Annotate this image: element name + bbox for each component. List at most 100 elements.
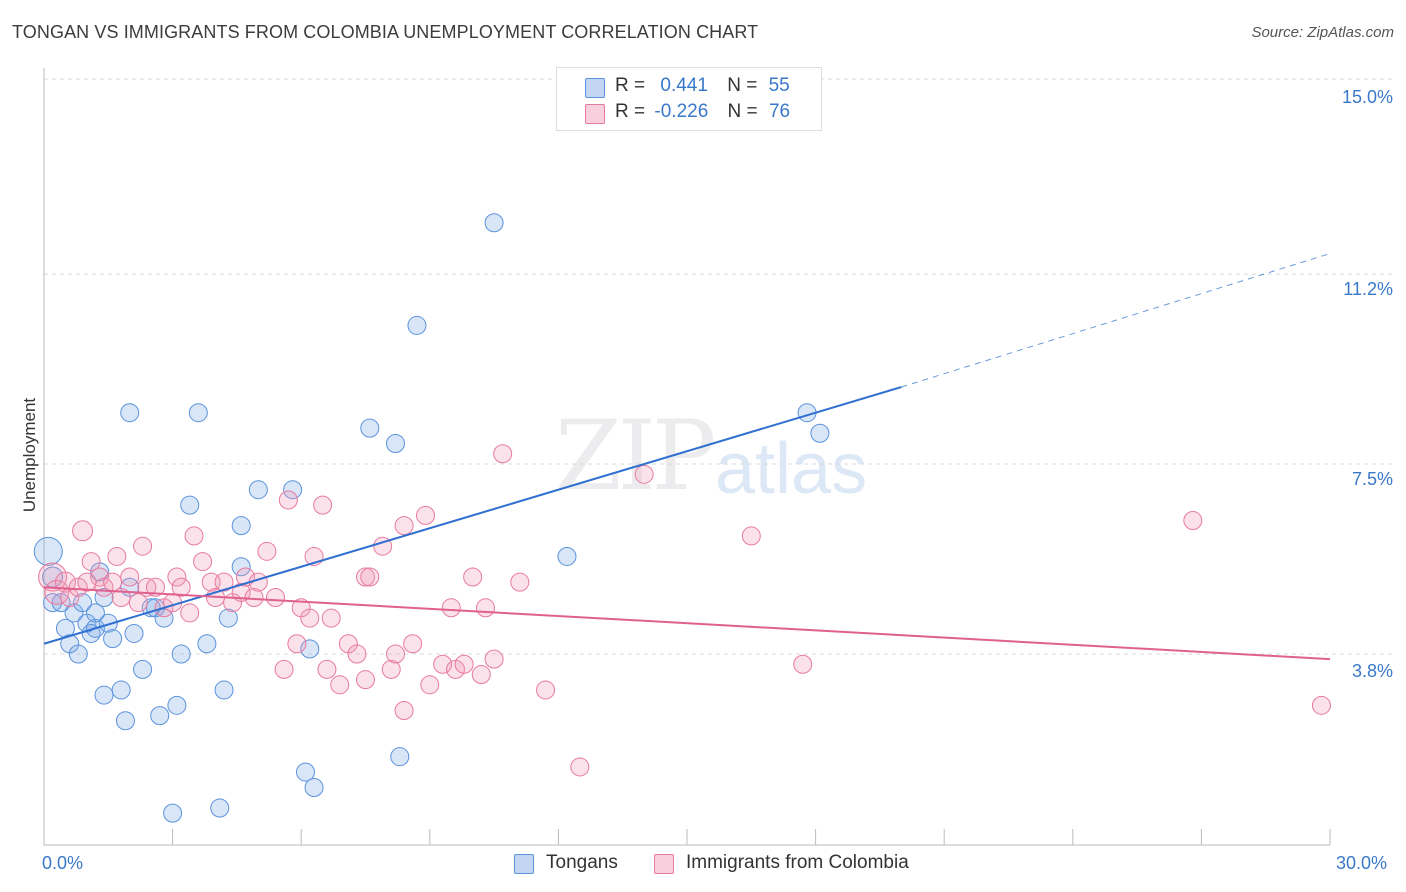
r-value: -0.226: [654, 101, 709, 122]
colombia-point: [570, 757, 590, 777]
tongans-point: [218, 608, 238, 628]
colombia-point: [441, 598, 461, 618]
legend-swatch-pink: [585, 104, 605, 124]
tongans-point: [115, 711, 135, 731]
colombia-point: [257, 541, 277, 561]
colombia-point: [90, 567, 110, 587]
colombia-point: [330, 675, 350, 695]
colombia-point: [454, 654, 474, 674]
bottom-legend-label: Immigrants from Colombia: [686, 852, 909, 873]
colombia-point: [741, 526, 761, 546]
colombia-point: [38, 562, 68, 592]
colombia-point: [394, 516, 414, 536]
colombia-point: [1183, 511, 1203, 531]
tongans-point: [73, 593, 93, 613]
tongans-point: [68, 644, 88, 664]
colombia-point: [356, 567, 375, 587]
r-value: 0.441: [660, 75, 708, 96]
colombia-point: [265, 588, 285, 608]
tongans-point: [150, 706, 170, 726]
correlation-legend: R = 0.441 N = 55 R = -0.226 N = 76: [556, 67, 822, 131]
colombia-point: [128, 593, 148, 613]
n-value: 76: [768, 101, 791, 122]
colombia-point: [471, 665, 491, 685]
tongans-point: [295, 762, 315, 782]
n-label: N =: [727, 101, 758, 122]
colombia-point: [111, 588, 131, 608]
colombia-point: [300, 608, 320, 628]
y-tick-label-3-8: 3.8%: [1351, 661, 1393, 681]
bottom-legend-label: Tongans: [546, 852, 618, 873]
tongans-point: [171, 644, 191, 664]
y-tick-label-11-2: 11.2%: [1343, 279, 1393, 299]
tongans-point: [810, 423, 830, 443]
colombia-point: [360, 567, 380, 587]
colombia-point: [72, 520, 94, 542]
colombia-point: [214, 572, 234, 592]
colombia-point: [510, 572, 530, 592]
y-axis-label: Unemployment: [20, 397, 39, 513]
tongans-point: [85, 603, 105, 623]
tongans-point: [188, 403, 208, 423]
n-value: 55: [768, 75, 790, 96]
tongans-point: [94, 588, 114, 608]
tongans-point: [557, 546, 577, 566]
y-tick-label-7-5: 7.5%: [1351, 469, 1393, 489]
colombia-point: [420, 675, 440, 695]
tongans-point: [304, 777, 324, 797]
colombia-point: [274, 659, 294, 679]
colombia-point: [120, 567, 140, 587]
chart-title: TONGAN VS IMMIGRANTS FROM COLOMBIA UNEMP…: [12, 22, 759, 42]
r-label: R =: [615, 75, 646, 96]
tongans-trend-line: [43, 386, 902, 645]
colombia-point: [313, 495, 333, 515]
n-label: N =: [727, 75, 758, 96]
tongans-point: [484, 213, 504, 233]
source-label: Source: ZipAtlas.com: [1251, 24, 1394, 41]
colombia-point: [484, 649, 504, 669]
colombia-point: [287, 634, 307, 654]
tongans-point: [300, 639, 320, 659]
colombia-point: [403, 634, 423, 654]
colombia-point: [381, 659, 401, 679]
tongans-trend-extension: [901, 253, 1331, 388]
colombia-point: [463, 567, 483, 587]
tongans-point: [111, 680, 131, 700]
bottom-legend-swatch-pink: [654, 854, 674, 874]
x-tick-label-30: 30.0%: [1336, 853, 1388, 873]
r-label: R =: [615, 101, 646, 122]
tongans-point: [124, 623, 144, 643]
tongans-point: [231, 557, 251, 577]
colombia-point: [231, 582, 251, 602]
tongans-point: [33, 536, 63, 566]
tongans-point: [210, 798, 230, 818]
colombia-point: [416, 505, 436, 525]
colombia-trend-line: [43, 586, 1331, 661]
tongans-point: [248, 480, 268, 500]
tongans-point: [407, 315, 427, 335]
colombia-point: [793, 654, 813, 674]
colombia-point: [1311, 695, 1331, 715]
colombia-point: [356, 670, 375, 690]
tongans-point: [197, 634, 217, 654]
watermark-atlas: atlas: [715, 429, 868, 509]
tongans-point: [154, 608, 174, 628]
colombia-point: [347, 644, 367, 664]
colombia-point: [317, 659, 337, 679]
tongans-point: [120, 403, 140, 423]
tongans-point: [163, 803, 183, 823]
y-tick-label-15: 15.0%: [1341, 87, 1393, 107]
colombia-point: [386, 644, 406, 664]
colombia-point: [321, 608, 341, 628]
colombia-point: [184, 526, 204, 546]
x-tick-label-0: 0.0%: [42, 853, 84, 873]
colombia-point: [433, 654, 453, 674]
colombia-point: [77, 572, 97, 592]
colombia-point: [81, 552, 101, 572]
tongans-point: [180, 495, 200, 515]
colombia-point: [193, 552, 213, 572]
tongans-point: [103, 629, 123, 649]
colombia-point: [145, 577, 165, 597]
colombia-point: [476, 598, 496, 618]
